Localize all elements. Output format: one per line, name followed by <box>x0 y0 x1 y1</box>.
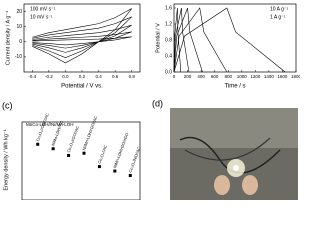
y-tick-label: -10 <box>15 54 22 60</box>
x-tick-label: 1200 <box>250 74 261 79</box>
annotation: 100 mV s⁻¹ <box>30 6 56 12</box>
wire <box>184 137 271 161</box>
series-line <box>173 7 182 73</box>
y-axis-label: Energy density / Wh kg⁻¹ <box>3 129 9 190</box>
point <box>82 151 86 155</box>
x-tick-label: 0.4 <box>95 74 102 79</box>
point-label: Co₃O₄/rGO//AC <box>66 125 80 153</box>
x-tick-label: 1800 <box>291 74 300 79</box>
page: (d) Current density / A g⁻¹ -10 0 10 20 -0.4 -… <box>2 3 300 200</box>
series-line <box>32 31 132 49</box>
series-line <box>32 24 132 53</box>
annotation: 1 A g⁻¹ <box>270 14 286 20</box>
plot-frame <box>173 3 297 73</box>
y-tick-label: 1.2 <box>165 21 172 27</box>
x-tick-label: -0.4 <box>28 74 36 79</box>
chart-title: MnCo-LDH//Ni/Mn-LOH <box>26 122 74 127</box>
y-tick-label: 10 <box>16 24 22 30</box>
point <box>51 147 55 151</box>
hand <box>214 175 230 195</box>
photo-wall <box>170 108 298 148</box>
series-line <box>173 7 286 73</box>
point <box>113 169 117 173</box>
point-label: Co₃O₄/NiO//AC <box>128 146 142 173</box>
x-tick-label: 1000 <box>237 74 248 79</box>
hand <box>242 175 258 195</box>
point <box>128 173 132 177</box>
figure: (d) Current density / A g⁻¹ -10 0 10 20 -0.4 -… <box>2 3 300 200</box>
annotation: 10 A g⁻¹ <box>270 6 289 12</box>
y-tick-label: 0.0 <box>165 69 172 75</box>
point-label: NiMn-LDH/rGO//rGO <box>112 132 129 169</box>
x-tick-label: 0.0 <box>62 74 69 79</box>
series-line <box>173 7 228 73</box>
x-tick-label: 0 <box>173 74 176 79</box>
x-tick-label: 200 <box>184 74 192 79</box>
x-tick-label: 1400 <box>264 74 275 79</box>
x-tick-label: 400 <box>197 74 205 79</box>
y-tick-label: 20 <box>16 9 22 15</box>
point <box>36 142 40 146</box>
series-line <box>173 7 190 73</box>
x-tick-label: 1600 <box>277 74 288 79</box>
series-line <box>32 16 132 58</box>
y-axis-label: Current density / A g⁻¹ <box>5 11 11 65</box>
series-line <box>32 36 132 46</box>
point <box>97 165 101 169</box>
point <box>67 153 71 157</box>
panel-label: (c) <box>2 100 13 110</box>
panel-label: (d) <box>152 98 163 108</box>
point-label: Co₃O₄//AC <box>97 144 108 164</box>
photo-panel: (d) <box>152 98 298 200</box>
series-line <box>32 8 132 64</box>
y-tick-label: 0.4 <box>165 53 172 59</box>
y-axis-label: Potential / V <box>155 23 161 53</box>
point-label: Ni/Mn-LDH/rGO//AC <box>81 115 98 151</box>
annotation: 10 mV s⁻¹ <box>30 14 53 20</box>
x-tick-label: 0.8 <box>129 74 136 79</box>
x-tick-label: 800 <box>224 74 232 79</box>
x-tick-label: 600 <box>211 74 219 79</box>
x-tick-label: 0.2 <box>79 74 86 79</box>
x-tick-label: 0.6 <box>112 74 119 79</box>
x-tick-label: -0.2 <box>45 74 53 79</box>
x-axis-label: Time / s <box>224 84 245 90</box>
series-line <box>173 7 203 73</box>
plot-frame <box>21 121 141 200</box>
y-tick-label: 1.6 <box>165 5 172 11</box>
x-axis-label: Potential / V vs. <box>61 84 103 90</box>
y-tick-label: 0 <box>19 39 22 45</box>
y-tick-label: 0.8 <box>165 37 172 43</box>
led <box>233 165 239 171</box>
